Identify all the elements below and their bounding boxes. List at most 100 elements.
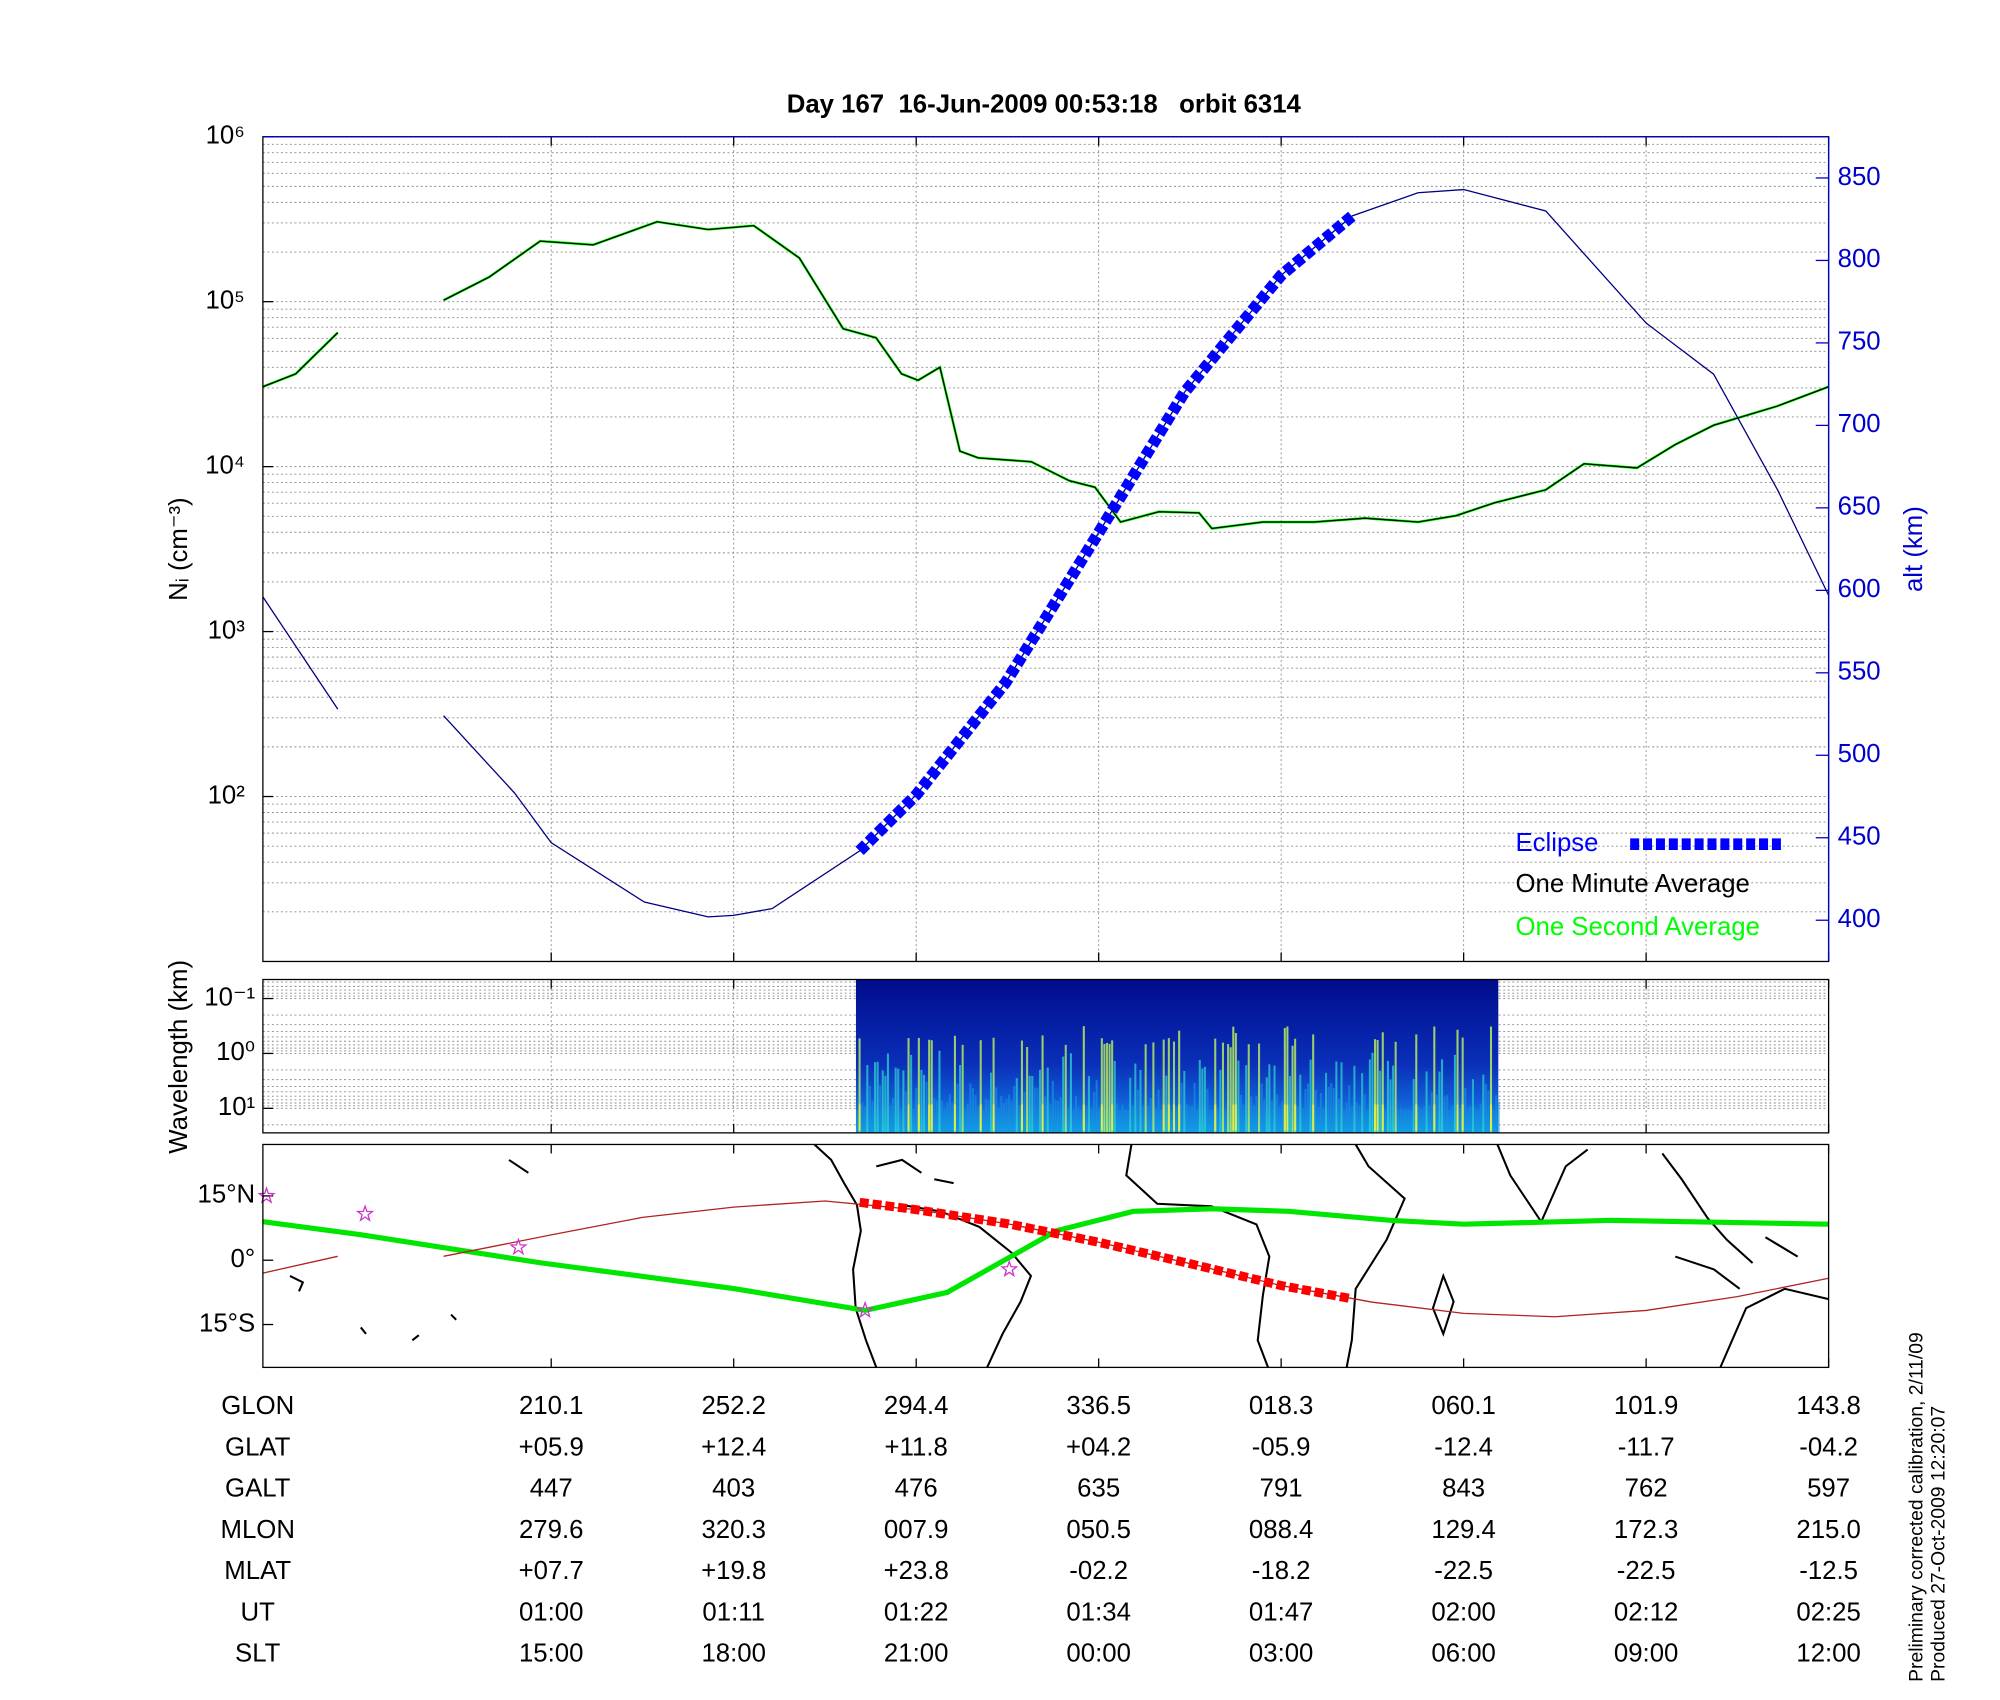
spectrogram-streak — [1211, 1108, 1214, 1133]
spectrogram-streak — [1343, 1109, 1346, 1133]
row-label: GALT — [225, 1475, 291, 1503]
spectrogram-streak — [1142, 1105, 1145, 1133]
spectrogram-streak — [1327, 1086, 1330, 1133]
spectrogram-streak — [997, 1107, 1000, 1133]
y-tick-label: 10³ — [208, 616, 246, 644]
spectrogram-streak — [912, 1108, 915, 1133]
spectrogram-streak — [928, 1039, 931, 1133]
table-cell: 294.4 — [884, 1392, 948, 1420]
spectrogram-streak — [982, 1109, 985, 1133]
spectrogram-streak — [1026, 1047, 1029, 1133]
spectrogram-streak — [1335, 1061, 1338, 1133]
spectrogram-streak — [1361, 1073, 1364, 1133]
spectrogram-streak — [930, 1040, 933, 1133]
y-axis-label: Wavelength (km) — [165, 960, 193, 1154]
spectrogram-streak — [1020, 1040, 1023, 1133]
spectrogram-streak — [1451, 1105, 1454, 1133]
spectrogram-streak — [1471, 1079, 1475, 1133]
spectrogram-streak — [1098, 1108, 1101, 1133]
spectrogram-streak — [910, 1054, 913, 1133]
y2-axis-label: alt (km) — [1900, 506, 1928, 592]
spectrogram-streak — [1466, 1108, 1469, 1133]
spectrogram-streak — [1072, 1109, 1075, 1133]
spectrogram-streak — [1394, 1041, 1397, 1133]
star-marker — [257, 1186, 276, 1204]
spectrogram-streak — [1000, 1095, 1003, 1133]
spectrogram-streak — [1265, 1077, 1268, 1133]
spectrogram-streak — [1273, 1065, 1276, 1133]
table-cell: 18:00 — [701, 1640, 765, 1668]
spectrogram-streak — [1374, 1104, 1377, 1131]
spectrogram-streak — [1477, 1109, 1480, 1133]
spectrogram-streak — [1113, 1060, 1116, 1133]
spectrogram-streak — [1456, 1104, 1459, 1131]
spectrogram-streak — [1464, 1088, 1467, 1133]
table-cell: 02:12 — [1614, 1598, 1678, 1626]
row-label: SLT — [235, 1640, 281, 1668]
spectrogram-streak — [1301, 1108, 1304, 1133]
table-cell: 129.4 — [1431, 1516, 1495, 1544]
spectrogram-streak — [858, 1038, 861, 1133]
coastline — [876, 1158, 954, 1185]
table-cell: 320.3 — [701, 1516, 765, 1544]
table-cell: 007.9 — [884, 1516, 948, 1544]
spectrogram-streak — [1392, 1065, 1395, 1133]
spectrogram-streak — [1203, 1066, 1206, 1133]
table-cell: 01:47 — [1249, 1598, 1313, 1626]
table-cell: 018.3 — [1249, 1392, 1313, 1420]
spectrogram-streak — [1214, 1104, 1217, 1131]
y2-tick-label: 550 — [1838, 658, 1881, 686]
spectrogram-streak — [1270, 1100, 1273, 1133]
spectrogram-streak — [866, 1064, 869, 1133]
spectrogram-streak — [1374, 1039, 1377, 1133]
spectrogram-streak — [1062, 1056, 1065, 1133]
spectrogram-streak — [1368, 1059, 1371, 1133]
spectrogram-streak — [1198, 1059, 1201, 1133]
y2-tick-label: 450 — [1838, 823, 1881, 851]
spectrogram-streak — [1304, 1088, 1307, 1133]
spectrogram-streak — [1376, 1104, 1379, 1131]
spectrogram-streak — [1100, 1038, 1103, 1133]
spectrogram-streak — [1049, 1104, 1052, 1133]
spectrogram-streak — [1337, 1098, 1340, 1133]
spectrogram-streak — [892, 1098, 895, 1133]
spectrogram-streak — [858, 1104, 861, 1131]
spectrogram-streak — [935, 1100, 938, 1133]
y-tick-label: 0° — [231, 1245, 256, 1273]
spectrogram-streak — [1160, 1109, 1163, 1133]
spectrogram-streak — [1134, 1063, 1137, 1133]
spectrogram-streak — [1492, 1109, 1495, 1133]
spectrogram-streak — [902, 1070, 905, 1133]
spectrogram-streak — [1448, 1109, 1451, 1133]
row-label: UT — [241, 1598, 276, 1626]
spectrogram-streak — [868, 1085, 871, 1133]
spectrogram-streak — [938, 1050, 941, 1133]
y-tick-label: 10⁵ — [206, 286, 245, 314]
table-cell: 172.3 — [1614, 1516, 1678, 1544]
spectrogram-streak — [1306, 1083, 1310, 1133]
spectrogram-streak — [889, 1104, 892, 1133]
spectrogram-streak — [1051, 1080, 1054, 1133]
spectrogram-streak — [1178, 1104, 1181, 1131]
spectrogram-streak — [1056, 1100, 1060, 1133]
spectrogram-streak — [1325, 1072, 1328, 1133]
coastlines — [289, 1143, 1829, 1368]
spectrogram-streak — [879, 1085, 882, 1133]
spectrogram-streak — [1103, 1043, 1106, 1133]
spectrogram-streak — [861, 1102, 864, 1133]
spectrogram-streak — [863, 1106, 866, 1133]
spectrogram-streak — [1363, 1094, 1366, 1133]
spectrogram-streak — [928, 1104, 931, 1131]
y-tick-label: 15°N — [198, 1181, 256, 1209]
table-cell: 210.1 — [519, 1392, 583, 1420]
spectrogram-streak — [1415, 1104, 1418, 1131]
spectrogram-streak — [943, 1107, 946, 1133]
table-cell: 01:11 — [702, 1598, 765, 1626]
spectrogram-streak — [1489, 1104, 1493, 1131]
plot-frame — [262, 978, 1830, 1134]
spectrogram-streak — [871, 1100, 874, 1133]
spectrogram-streak — [1041, 1035, 1044, 1133]
spectrogram-streak — [992, 1104, 995, 1131]
spectrogram-streak — [876, 1061, 879, 1133]
y-tick-label: 10⁴ — [205, 451, 245, 479]
